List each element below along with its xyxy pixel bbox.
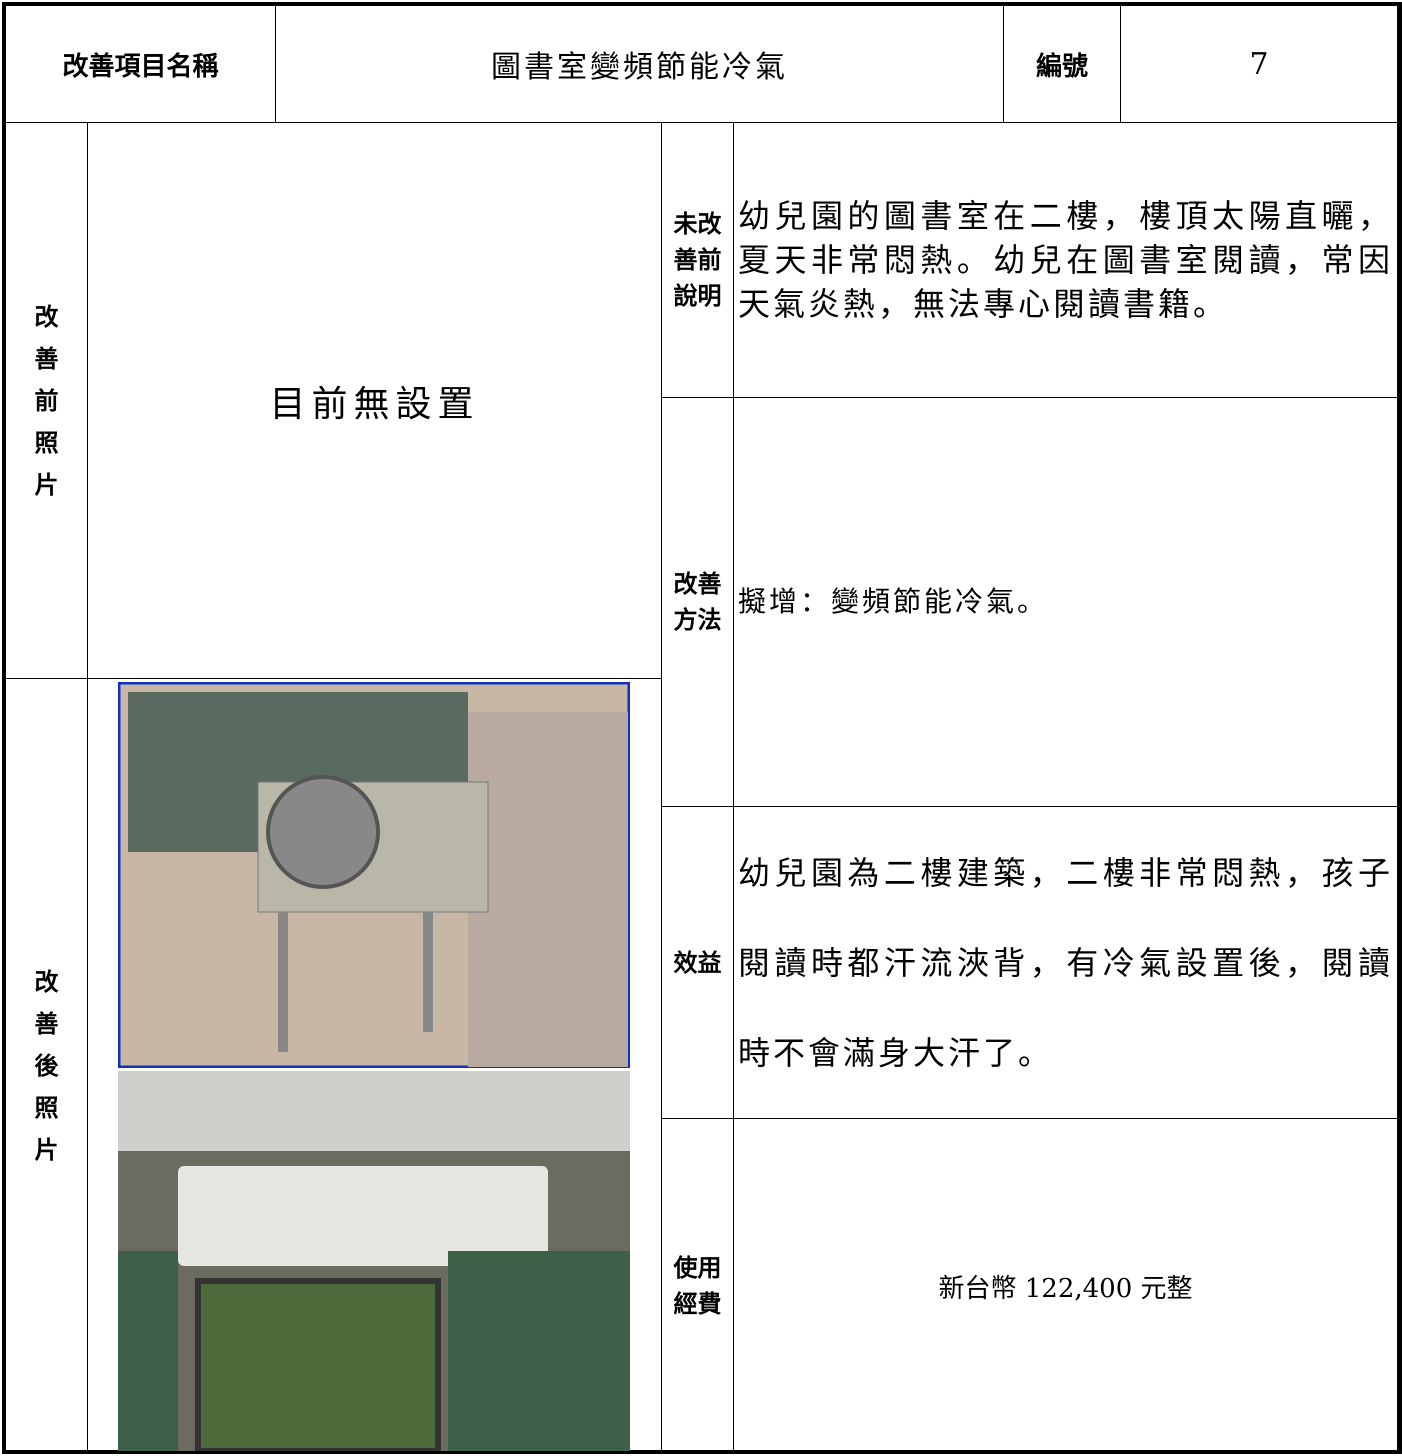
text: 改善前照片 — [34, 301, 59, 499]
cost: 新台幣 122,400 元整 — [733, 1118, 1398, 1454]
text: 幼兒園為二樓建築，二樓非常悶熱，孩子閱讀時都汗流浹背，有冷氣設置後，閱讀時不會滿… — [738, 853, 1393, 1072]
number: 7 — [1120, 5, 1398, 123]
number-label: 編號 — [1003, 5, 1121, 123]
text: 新台幣 122,400 元整 — [938, 1273, 1193, 1304]
text: 改善項目名稱 — [62, 51, 219, 82]
after-photo-label: 改善後照片 — [5, 678, 88, 1454]
text: 效益 — [673, 947, 722, 977]
text: 未改善前說明 — [673, 209, 722, 310]
desc: 幼兒園的圖書室在二樓，樓頂太陽直曬，夏天非常悶熱。幼兒在圖書室閱讀，常因天氣炎熱… — [733, 122, 1398, 398]
text: 編號 — [1035, 51, 1088, 82]
text: 擬增：變頻節能冷氣。 — [738, 585, 1049, 618]
text: 幼兒園的圖書室在二樓，樓頂太陽直曬，夏天非常悶熱。幼兒在圖書室閱讀，常因天氣炎熱… — [738, 197, 1393, 323]
text: 改善方法 — [673, 569, 722, 634]
benefit: 幼兒園為二樓建築，二樓非常悶熱，孩子閱讀時都汗流浹背，有冷氣設置後，閱讀時不會滿… — [733, 806, 1398, 1119]
photo-outdoor-unit — [118, 682, 630, 1068]
photo-indoor-unit — [118, 1071, 630, 1451]
text: 使用經費 — [673, 1253, 722, 1318]
text: 改善後照片 — [34, 967, 59, 1164]
cost-label: 使用經費 — [661, 1118, 734, 1454]
text: 目前無設置 — [269, 383, 480, 425]
benefit-label: 效益 — [661, 806, 734, 1119]
method: 擬增：變頻節能冷氣。 — [733, 397, 1398, 807]
item-label: 改善項目名稱 — [5, 5, 276, 123]
item-name: 圖書室變頻節能冷氣 — [275, 5, 1004, 123]
text: 圖書室變頻節能冷氣 — [491, 50, 788, 85]
desc-label: 未改善前說明 — [661, 122, 734, 398]
text: 7 — [1249, 46, 1269, 82]
method-label: 改善方法 — [661, 397, 734, 807]
before-photo: 目前無設置 — [87, 122, 662, 679]
after-photo — [87, 678, 662, 1454]
before-photo-label: 改善前照片 — [5, 122, 88, 679]
